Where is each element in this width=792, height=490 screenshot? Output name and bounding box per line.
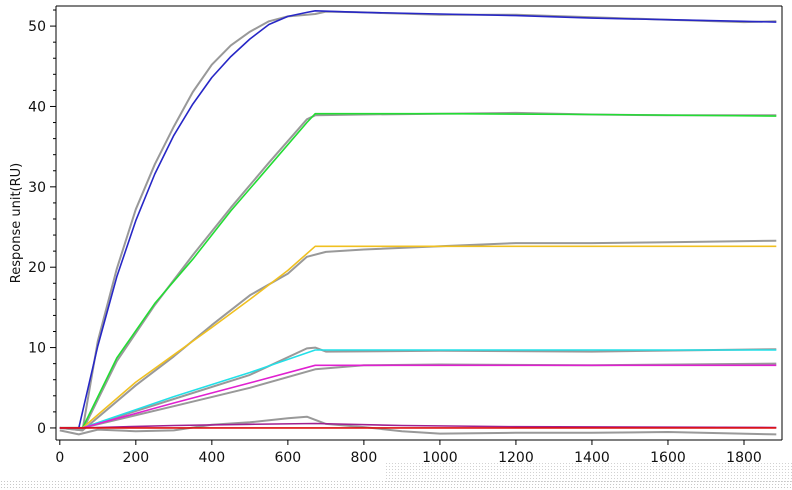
- data-trace-7: [59, 10, 777, 431]
- fit-curve-1: [59, 112, 777, 429]
- x-tick-label-3: 600: [274, 450, 301, 466]
- y-axis-title: Response unit(RU): [9, 163, 24, 283]
- y-tick-label-0: 0: [37, 421, 46, 437]
- fit-curve-0: [59, 10, 777, 429]
- fit-curve-2: [59, 245, 777, 429]
- fit-curve-4: [59, 364, 777, 429]
- x-tick-label-2: 400: [198, 450, 225, 466]
- data-trace-8: [59, 111, 777, 432]
- y-tick-label-5: 50: [28, 19, 46, 35]
- tick-layer: 0 200 400 600 800 1000 1200 1400 1600 18000102030…: [28, 9, 762, 466]
- data-trace-12: [59, 415, 777, 436]
- fit-curve-3: [59, 349, 777, 429]
- y-tick-label-2: 20: [28, 260, 46, 276]
- data-trace-9: [59, 239, 777, 432]
- bottom-dither-strip: [0, 480, 792, 490]
- data-trace-11: [59, 362, 777, 429]
- right-dither-strip: [385, 462, 792, 484]
- y-tick-label-1: 10: [28, 341, 46, 357]
- x-tick-label-1: 200: [122, 450, 149, 466]
- x-tick-label-4: 800: [351, 450, 378, 466]
- data-trace-10: [59, 346, 777, 429]
- x-tick-label-0: 0: [55, 450, 64, 466]
- series-layer: [59, 10, 777, 436]
- y-tick-label-4: 40: [28, 99, 46, 115]
- y-tick-label-3: 30: [28, 180, 46, 196]
